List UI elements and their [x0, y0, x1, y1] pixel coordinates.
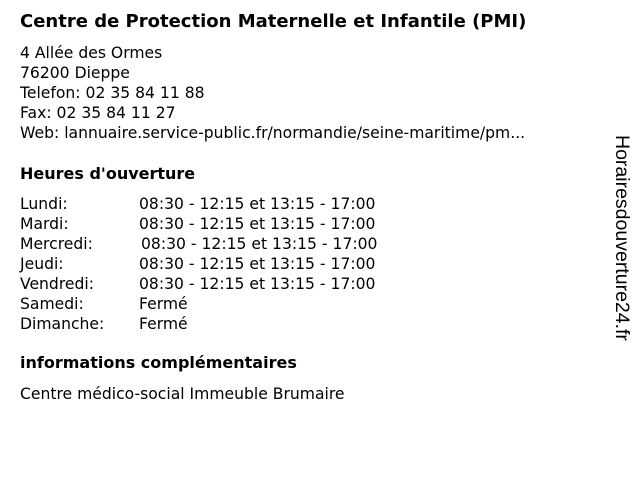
time: 08:30 - 12:15 et 13:15 - 17:00 [139, 255, 376, 273]
time: Fermé [139, 295, 188, 313]
day: Lundi: [20, 195, 68, 213]
hours-row: Samedi: Fermé [20, 294, 377, 314]
time: 08:30 - 12:15 et 13:15 - 17:00 [139, 275, 376, 293]
website: Web: lannuaire.service-public.fr/normand… [20, 124, 526, 142]
hours-row: Dimanche: Fermé [20, 314, 377, 334]
hours-row: Lundi: 08:30 - 12:15 et 13:15 - 17:00 [20, 194, 377, 214]
hours-heading: Heures d'ouverture [20, 164, 196, 183]
fax: Fax: 02 35 84 11 27 [20, 104, 176, 122]
hours-row: Jeudi: 08:30 - 12:15 et 13:15 - 17:00 [20, 254, 377, 274]
day: Mercredi: [20, 235, 93, 253]
info-heading: informations complémentaires [20, 353, 297, 372]
time: 08:30 - 12:15 et 13:15 - 17:00 [139, 215, 376, 233]
day: Dimanche: [20, 315, 105, 333]
hours-row: Vendredi: 08:30 - 12:15 et 13:15 - 17:00 [20, 274, 377, 294]
address-block: 4 Allée des Ormes 76200 Dieppe Telefon: … [20, 43, 525, 143]
day: Mardi: [20, 215, 69, 233]
city: 76200 Dieppe [20, 64, 130, 82]
time: 08:30 - 12:15 et 13:15 - 17:00 [141, 235, 378, 253]
time: 08:30 - 12:15 et 13:15 - 17:00 [139, 195, 376, 213]
watermark: Horairesdouverture24.fr [611, 135, 633, 341]
time: Fermé [139, 315, 188, 333]
day: Jeudi: [20, 255, 64, 273]
hours-row: Mercredi: 08:30 - 12:15 et 13:15 - 17:00 [20, 234, 377, 254]
page-title: Centre de Protection Maternelle et Infan… [20, 11, 527, 32]
day: Samedi: [20, 295, 84, 313]
hours-table: Lundi: 08:30 - 12:15 et 13:15 - 17:00 Mar… [20, 194, 377, 334]
phone: Telefon: 02 35 84 11 88 [20, 84, 205, 102]
hours-row: Mardi: 08:30 - 12:15 et 13:15 - 17:00 [20, 214, 377, 234]
info-text: Centre médico-social Immeuble Brumaire [20, 385, 345, 403]
day: Vendredi: [20, 275, 94, 293]
street: 4 Allée des Ormes [20, 44, 163, 62]
